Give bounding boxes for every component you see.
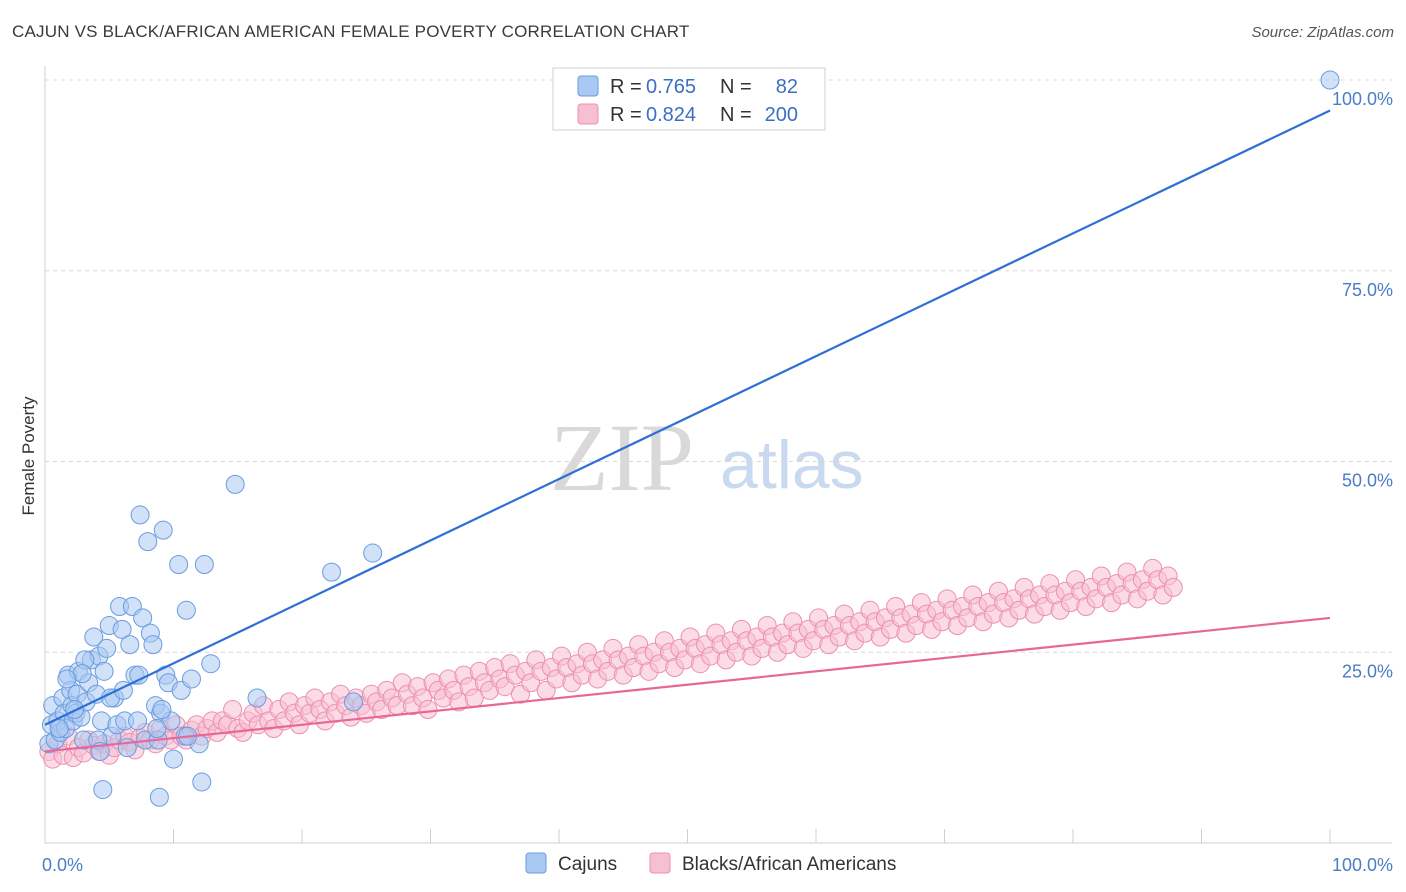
legend-swatch-blacks bbox=[577, 103, 599, 125]
data-point-cajuns bbox=[97, 638, 117, 658]
legend-bottom-label-blacks: Blacks/African Americans bbox=[682, 854, 896, 875]
series-cajuns-points bbox=[39, 70, 1340, 807]
watermark-atlas: atlas bbox=[720, 427, 864, 503]
data-point-cajuns bbox=[93, 780, 113, 800]
x-tick-label-min: 0.0% bbox=[42, 855, 83, 875]
data-point-cajuns bbox=[225, 474, 245, 494]
y-axis-title: Female Poverty bbox=[19, 396, 38, 516]
data-point-cajuns bbox=[169, 555, 189, 575]
x-ticks bbox=[44, 829, 1331, 843]
data-point-cajuns bbox=[128, 711, 148, 731]
data-point-cajuns bbox=[138, 532, 158, 552]
legend-r-label: R = bbox=[610, 104, 642, 126]
legend-top: R = 0.765 N = 82 R = 0.824 N = 200 bbox=[552, 67, 826, 131]
legend-r-label: R = bbox=[610, 76, 642, 98]
data-point-cajuns bbox=[152, 699, 172, 719]
data-point-cajuns bbox=[147, 719, 167, 739]
legend-n-label: N = bbox=[720, 104, 752, 126]
data-point-cajuns bbox=[143, 635, 163, 655]
data-point-blacks bbox=[223, 699, 243, 719]
legend-n-value-cajuns: 82 bbox=[776, 76, 798, 98]
legend-bottom-swatch-cajuns bbox=[525, 852, 547, 874]
data-point-cajuns bbox=[94, 661, 114, 681]
chart-title: CAJUN VS BLACK/AFRICAN AMERICAN FEMALE P… bbox=[12, 22, 690, 41]
watermark: ZIP atlas bbox=[550, 404, 864, 511]
data-point-cajuns bbox=[57, 669, 77, 689]
legend-swatch-cajuns bbox=[577, 75, 599, 97]
legend-bottom-label-cajuns: Cajuns bbox=[558, 854, 617, 875]
watermark-zip: ZIP bbox=[550, 404, 694, 511]
trend-lines bbox=[44, 109, 1331, 753]
trend-line-cajuns bbox=[44, 109, 1331, 726]
data-point-cajuns bbox=[363, 543, 383, 563]
source-label: Source: ZipAtlas.com bbox=[1251, 24, 1394, 41]
data-point-cajuns bbox=[176, 600, 196, 620]
data-point-cajuns bbox=[247, 688, 267, 708]
y-tick-label: 25.0% bbox=[1342, 661, 1393, 681]
data-point-cajuns bbox=[133, 608, 153, 628]
y-tick-labels: 25.0% 50.0% 75.0% 100.0% bbox=[1332, 89, 1393, 681]
data-point-cajuns bbox=[49, 719, 69, 739]
legend-bottom: Cajuns Blacks/African Americans bbox=[525, 852, 896, 875]
legend-r-value-blacks: 0.824 bbox=[646, 104, 696, 126]
legend-bottom-swatch-blacks bbox=[649, 852, 671, 874]
data-point-cajuns bbox=[153, 520, 173, 540]
y-tick-label: 75.0% bbox=[1342, 280, 1393, 300]
data-point-cajuns bbox=[84, 627, 104, 647]
data-point-cajuns bbox=[149, 787, 169, 807]
data-point-blacks bbox=[418, 699, 438, 719]
data-point-cajuns bbox=[130, 505, 150, 525]
grid bbox=[45, 79, 1392, 653]
y-tick-label: 50.0% bbox=[1342, 471, 1393, 491]
data-point-cajuns bbox=[192, 772, 212, 792]
data-point-cajuns bbox=[1320, 70, 1340, 90]
data-point-cajuns bbox=[201, 654, 221, 674]
data-point-cajuns bbox=[164, 749, 183, 769]
data-point-blacks bbox=[1163, 577, 1183, 597]
legend-n-label: N = bbox=[720, 76, 752, 98]
y-tick-label: 100.0% bbox=[1332, 89, 1393, 109]
legend-n-value-blacks: 200 bbox=[765, 104, 798, 126]
data-point-cajuns bbox=[112, 619, 132, 639]
series-blacks-points bbox=[39, 558, 1183, 769]
data-point-cajuns bbox=[181, 669, 201, 689]
axes bbox=[44, 66, 1392, 844]
data-point-cajuns bbox=[129, 665, 149, 685]
data-point-cajuns bbox=[194, 555, 214, 575]
x-tick-labels: 0.0% 100.0% bbox=[42, 855, 1393, 875]
data-point-cajuns bbox=[120, 635, 140, 655]
data-point-cajuns bbox=[343, 692, 363, 712]
trend-line-blacks bbox=[44, 616, 1331, 753]
data-point-cajuns bbox=[322, 562, 342, 582]
x-tick-label-max: 100.0% bbox=[1332, 855, 1393, 875]
legend-r-value-cajuns: 0.765 bbox=[646, 76, 696, 98]
